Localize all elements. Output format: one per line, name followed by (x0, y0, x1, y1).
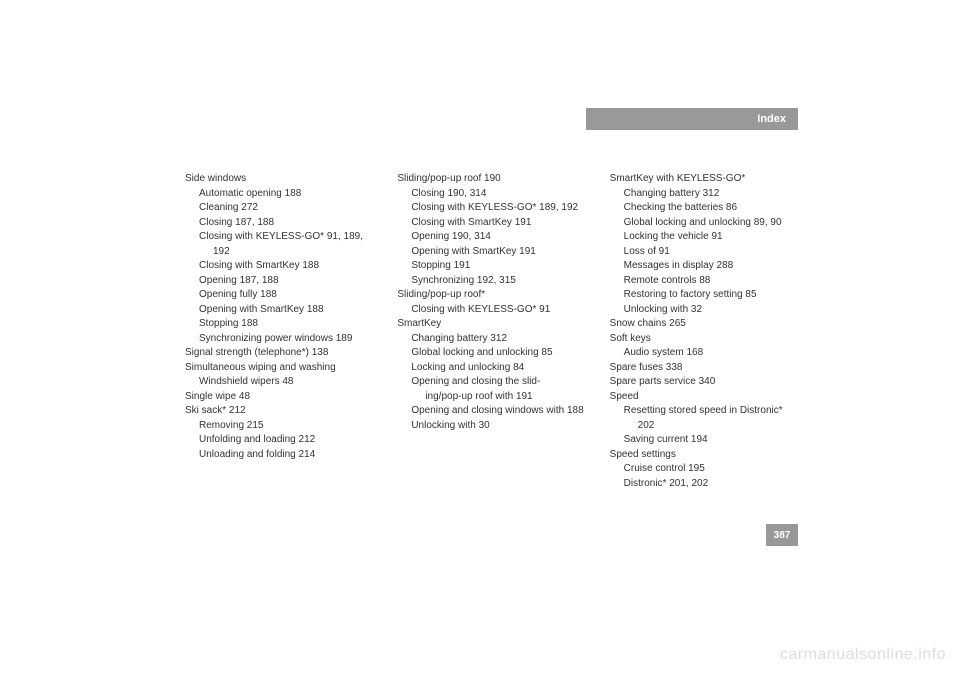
index-line: Unlocking with 32 (610, 303, 800, 318)
index-line: Restoring to factory setting 85 (610, 288, 800, 303)
index-line: Closing with KEYLESS-GO* 189, 192 (397, 201, 587, 216)
index-line: Opening and closing windows with 188 (397, 404, 587, 419)
column-3: SmartKey with KEYLESS-GO*Changing batter… (610, 172, 800, 491)
header-bar: Index (586, 108, 798, 130)
index-line: Closing with KEYLESS-GO* 91 (397, 303, 587, 318)
index-line: Unfolding and loading 212 (185, 433, 375, 448)
index-line: Speed (610, 390, 800, 405)
index-line: Signal strength (telephone*) 138 (185, 346, 375, 361)
index-line: Unloading and folding 214 (185, 448, 375, 463)
index-line: Global locking and unlocking 89, 90 (610, 216, 800, 231)
index-line: Soft keys (610, 332, 800, 347)
index-line: Automatic opening 188 (185, 187, 375, 202)
page-number: 387 (774, 530, 791, 541)
index-line: Global locking and unlocking 85 (397, 346, 587, 361)
index-line: Distronic* 201, 202 (610, 477, 800, 492)
watermark: carmanualsonline.info (780, 646, 946, 664)
index-line: Synchronizing 192, 315 (397, 274, 587, 289)
index-line: Removing 215 (185, 419, 375, 434)
index-line: Checking the batteries 86 (610, 201, 800, 216)
index-content: Side windowsAutomatic opening 188Cleanin… (185, 172, 800, 491)
index-line: Opening 187, 188 (185, 274, 375, 289)
index-line: Changing battery 312 (397, 332, 587, 347)
index-line: Locking and unlocking 84 (397, 361, 587, 376)
index-line: 192 (185, 245, 375, 260)
index-line: Side windows (185, 172, 375, 187)
index-line: Loss of 91 (610, 245, 800, 260)
page-tab: 387 (766, 524, 798, 546)
index-line: Sliding/pop-up roof* (397, 288, 587, 303)
index-line: Closing with SmartKey 191 (397, 216, 587, 231)
index-line: 202 (610, 419, 800, 434)
index-line: Cruise control 195 (610, 462, 800, 477)
index-line: Saving current 194 (610, 433, 800, 448)
index-line: Locking the vehicle 91 (610, 230, 800, 245)
index-line: Opening 190, 314 (397, 230, 587, 245)
index-line: Messages in display 288 (610, 259, 800, 274)
index-line: Closing 190, 314 (397, 187, 587, 202)
index-line: Speed settings (610, 448, 800, 463)
index-line: Stopping 191 (397, 259, 587, 274)
index-line: Opening fully 188 (185, 288, 375, 303)
index-line: Synchronizing power windows 189 (185, 332, 375, 347)
index-line: Cleaning 272 (185, 201, 375, 216)
index-line: SmartKey (397, 317, 587, 332)
index-line: Closing with KEYLESS-GO* 91, 189, (185, 230, 375, 245)
index-line: Changing battery 312 (610, 187, 800, 202)
index-line: SmartKey with KEYLESS-GO* (610, 172, 800, 187)
column-2: Sliding/pop-up roof 190Closing 190, 314C… (397, 172, 587, 491)
index-line: Windshield wipers 48 (185, 375, 375, 390)
header-title: Index (757, 113, 786, 125)
column-1: Side windowsAutomatic opening 188Cleanin… (185, 172, 375, 491)
index-line: Ski sack* 212 (185, 404, 375, 419)
index-line: Snow chains 265 (610, 317, 800, 332)
index-line: Sliding/pop-up roof 190 (397, 172, 587, 187)
index-line: Single wipe 48 (185, 390, 375, 405)
index-line: Opening with SmartKey 188 (185, 303, 375, 318)
index-line: Resetting stored speed in Distronic* (610, 404, 800, 419)
index-line: Opening with SmartKey 191 (397, 245, 587, 260)
index-line: Remote controls 88 (610, 274, 800, 289)
index-line: Spare fuses 338 (610, 361, 800, 376)
index-line: Closing with SmartKey 188 (185, 259, 375, 274)
index-line: Unlocking with 30 (397, 419, 587, 434)
index-line: Closing 187, 188 (185, 216, 375, 231)
index-line: Opening and closing the slid- (397, 375, 587, 390)
index-line: Simultaneous wiping and washing (185, 361, 375, 376)
index-line: ing/pop-up roof with 191 (397, 390, 587, 405)
index-line: Audio system 168 (610, 346, 800, 361)
index-line: Stopping 188 (185, 317, 375, 332)
index-line: Spare parts service 340 (610, 375, 800, 390)
